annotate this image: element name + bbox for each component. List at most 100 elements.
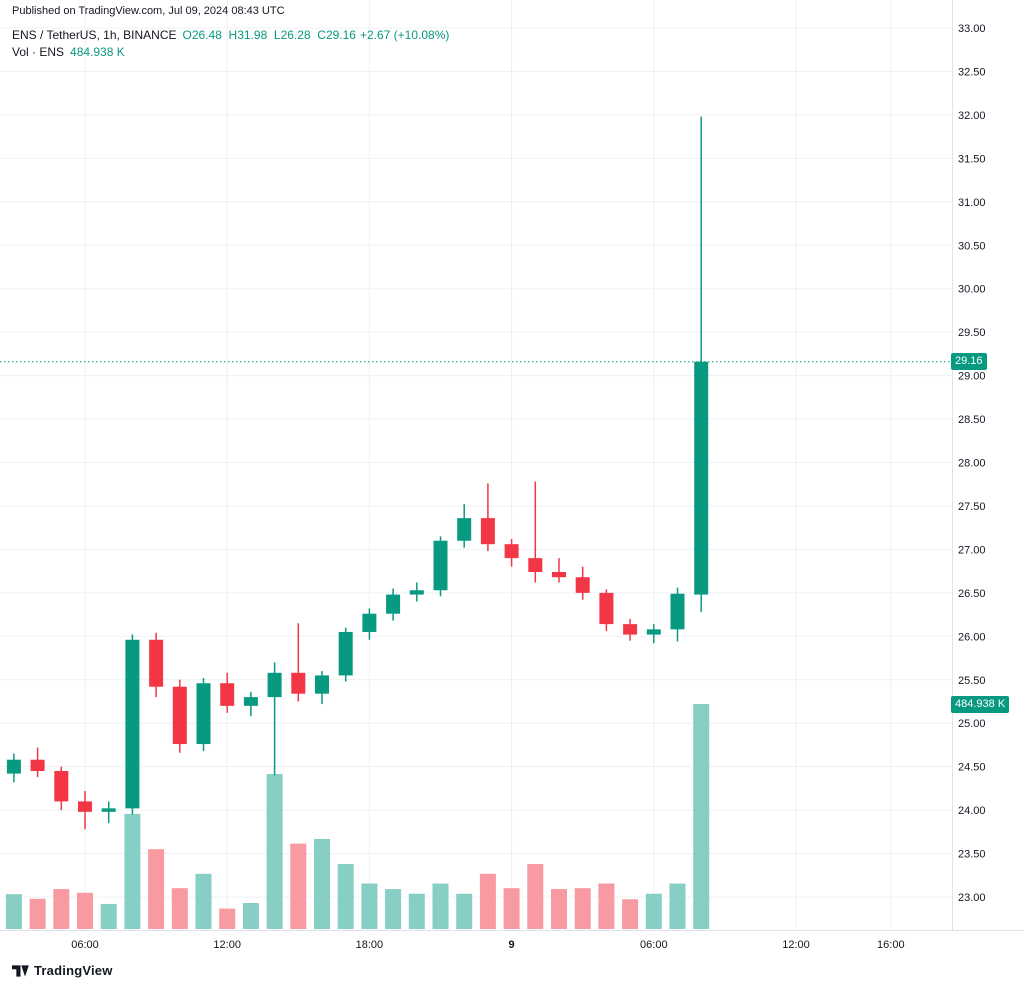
candle-body — [172, 686, 187, 745]
candle-body — [267, 672, 282, 698]
volume-bar — [456, 893, 473, 929]
price-axis-label: 23.50 — [958, 849, 986, 861]
time-axis-label: 9 — [509, 939, 515, 951]
candle-body — [291, 672, 306, 694]
volume-value: 484.938 K — [70, 45, 125, 59]
volume-bar — [148, 849, 165, 929]
volume-bar — [361, 883, 378, 929]
volume-bar — [527, 864, 544, 929]
candle-body — [552, 571, 566, 578]
candle-body — [599, 592, 614, 625]
volume-bar — [100, 903, 117, 929]
time-axis-label: 12:00 — [213, 939, 241, 951]
volume-bar — [77, 892, 93, 929]
price-axis-label: 28.50 — [958, 414, 986, 426]
price-axis-label: 27.50 — [958, 501, 986, 513]
volume-bar — [266, 774, 283, 929]
price-axis-label: 30.00 — [958, 284, 986, 296]
price-axis-label: 25.00 — [958, 718, 986, 730]
candle-body — [101, 808, 116, 812]
candle-body — [78, 801, 92, 812]
candle-body — [623, 624, 638, 635]
time-axis-label: 16:00 — [877, 939, 905, 951]
price-axis-label: 29.00 — [958, 371, 986, 383]
candle-body — [433, 540, 448, 591]
candle-body — [528, 558, 543, 572]
price-axis-label: 31.00 — [958, 197, 986, 209]
symbol-title[interactable]: ENS / TetherUS, 1h, BINANCE — [12, 28, 177, 42]
volume-label[interactable]: Vol · ENS — [12, 45, 65, 59]
candle-body — [362, 613, 377, 632]
price-axis-label: 28.00 — [958, 458, 986, 470]
candle-body — [480, 518, 495, 545]
candle-body — [338, 631, 353, 676]
tradingview-logo-icon[interactable] — [12, 964, 29, 978]
candle-body — [575, 577, 590, 593]
candle-body — [409, 590, 424, 595]
candle-body — [386, 594, 401, 614]
candle-body — [694, 361, 709, 595]
published-line: Published on TradingView.com, Jul 09, 20… — [12, 5, 285, 17]
volume-bar — [645, 893, 662, 929]
volume-bar — [29, 898, 46, 929]
volume-bar — [693, 704, 710, 929]
volume-bar — [669, 883, 686, 929]
price-axis-label: 32.00 — [958, 110, 986, 122]
price-axis-label: 24.50 — [958, 762, 986, 774]
volume-bar — [124, 813, 141, 929]
price-axis-label: 26.50 — [958, 588, 986, 600]
chart-legend: ENS / TetherUS, 1h, BINANCE O26.48 H31.98… — [12, 27, 449, 61]
volume-bar — [598, 883, 615, 929]
volume-bar — [432, 883, 449, 929]
volume-bar — [551, 889, 567, 929]
price-axis-label: 25.50 — [958, 675, 986, 687]
volume-bar — [242, 903, 259, 929]
candle-body — [196, 683, 211, 745]
volume-bar — [479, 873, 496, 929]
candle-body — [54, 770, 69, 802]
price-axis-label: 32.50 — [958, 66, 986, 78]
volume-bar — [5, 894, 22, 929]
candle-body — [243, 697, 258, 706]
candle-body — [315, 675, 329, 694]
volume-bar — [195, 873, 212, 929]
volume-bar — [290, 843, 307, 929]
tradingview-brand[interactable]: TradingView — [34, 963, 113, 978]
current-volume-badge: 484.938 K — [951, 695, 1010, 713]
candle-body — [125, 639, 140, 809]
candle-body — [220, 683, 235, 706]
volume-bar — [408, 893, 425, 929]
price-axis-label: 26.00 — [958, 631, 986, 643]
current-price-badge: 29.16 — [951, 353, 987, 371]
price-axis-label: 29.50 — [958, 327, 986, 339]
change-value: +2.67 (+10.08%) — [359, 28, 450, 42]
candle-body — [6, 759, 21, 774]
volume-bar — [219, 908, 236, 929]
price-axis-label: 33.00 — [958, 23, 986, 35]
price-axis-label: 31.50 — [958, 153, 986, 165]
volume-bar — [574, 888, 591, 929]
legend-line-symbol: ENS / TetherUS, 1h, BINANCE O26.48 H31.98… — [12, 27, 449, 44]
time-axis-label: 06:00 — [71, 939, 99, 951]
legend-line-volume: Vol · ENS 484.938 K — [12, 44, 449, 61]
volume-bar — [53, 889, 70, 929]
price-axis-label: 23.00 — [958, 892, 986, 904]
price-axis-label: 24.00 — [958, 805, 986, 817]
candle-body — [504, 544, 519, 559]
candle-body — [670, 593, 685, 630]
volume-bar — [503, 888, 520, 929]
candle-body — [30, 759, 45, 771]
volume-bar — [622, 899, 639, 929]
time-axis-label: 12:00 — [782, 939, 810, 951]
volume-bar — [171, 888, 188, 929]
footer-brand-bar: TradingView — [12, 963, 113, 978]
price-axis-label: 30.50 — [958, 240, 986, 252]
volume-bar — [337, 864, 354, 929]
candle-body — [149, 639, 164, 687]
volume-bar — [314, 838, 330, 929]
candle-body — [646, 629, 661, 635]
candle-body — [457, 518, 472, 541]
time-axis-label: 18:00 — [356, 939, 384, 951]
